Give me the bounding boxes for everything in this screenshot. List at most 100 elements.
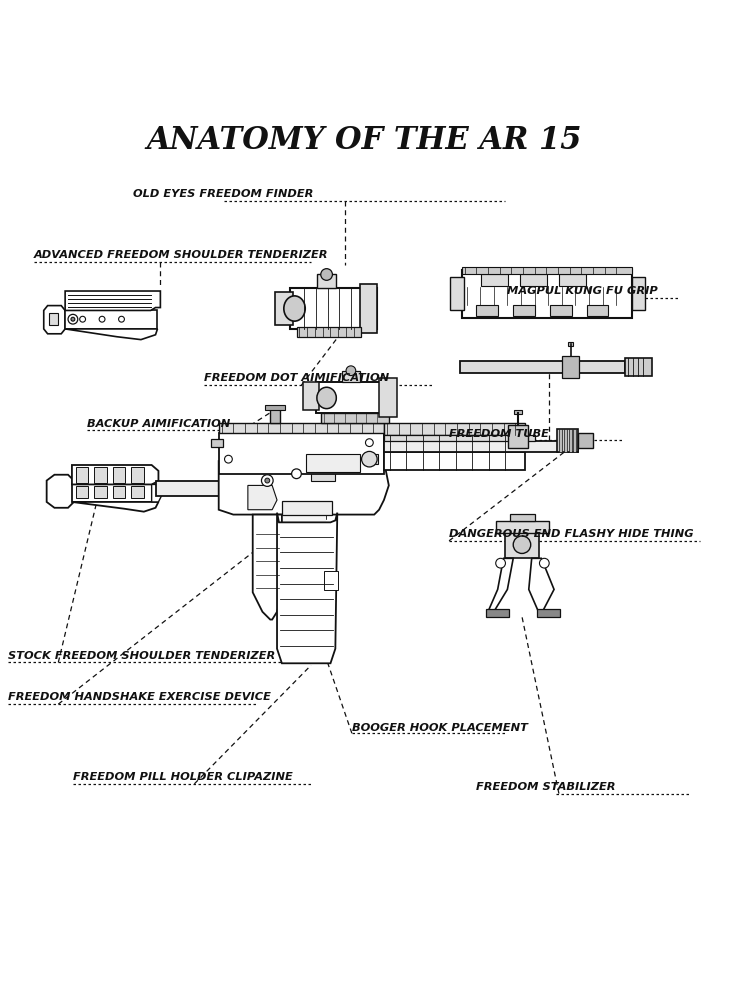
Bar <box>316 382 394 413</box>
Circle shape <box>346 366 355 376</box>
Bar <box>311 473 335 481</box>
Circle shape <box>292 469 302 479</box>
Bar <box>360 284 377 333</box>
Bar <box>384 423 525 435</box>
Circle shape <box>321 269 332 280</box>
Bar <box>298 327 361 337</box>
Polygon shape <box>46 475 74 508</box>
Bar <box>632 277 646 310</box>
Bar <box>476 305 498 316</box>
Circle shape <box>362 451 377 467</box>
Polygon shape <box>277 513 338 663</box>
Polygon shape <box>72 502 158 512</box>
Bar <box>317 274 336 288</box>
Bar <box>131 467 144 483</box>
Bar <box>379 378 397 417</box>
Bar <box>290 288 377 329</box>
Bar <box>562 356 579 378</box>
Circle shape <box>513 536 531 553</box>
Bar <box>460 361 625 373</box>
Circle shape <box>496 558 506 568</box>
Polygon shape <box>65 329 158 340</box>
Polygon shape <box>152 484 164 502</box>
Bar <box>509 425 528 448</box>
Bar <box>506 531 539 558</box>
Text: BOOGER HOOK PLACEMENT: BOOGER HOOK PLACEMENT <box>352 723 528 733</box>
Text: STOCK FREEDOM SHOULDER TENDERIZER: STOCK FREEDOM SHOULDER TENDERIZER <box>8 651 275 661</box>
Text: MAGPUL KUNG FU GRIP: MAGPUL KUNG FU GRIP <box>508 286 658 296</box>
Bar <box>266 405 285 410</box>
Text: FREEDOM DOT AIMIFICATION: FREEDOM DOT AIMIFICATION <box>204 373 389 383</box>
Circle shape <box>118 316 124 322</box>
Circle shape <box>68 314 78 324</box>
Circle shape <box>262 475 273 486</box>
Polygon shape <box>253 515 282 620</box>
Bar <box>559 274 586 286</box>
Bar <box>303 382 319 410</box>
Circle shape <box>99 316 105 322</box>
Polygon shape <box>529 558 554 612</box>
Circle shape <box>71 317 75 321</box>
Text: ADVANCED FREEDOM SHOULDER TENDERIZER: ADVANCED FREEDOM SHOULDER TENDERIZER <box>34 250 328 260</box>
Bar <box>342 371 360 382</box>
Ellipse shape <box>317 387 336 409</box>
Bar <box>219 433 384 474</box>
Circle shape <box>539 558 549 568</box>
Bar <box>219 423 384 433</box>
Polygon shape <box>65 291 160 310</box>
Polygon shape <box>219 461 388 515</box>
Bar <box>72 484 152 502</box>
Bar <box>496 521 549 533</box>
Polygon shape <box>259 515 326 539</box>
Bar <box>587 305 608 316</box>
Bar <box>520 274 548 286</box>
Bar <box>550 305 572 316</box>
Bar <box>282 501 332 515</box>
Text: FREEDOM STABILIZER: FREEDOM STABILIZER <box>476 782 616 792</box>
Bar <box>94 486 107 498</box>
Bar <box>564 429 567 452</box>
Text: ANATOMY OF THE AR 15: ANATOMY OF THE AR 15 <box>147 125 582 156</box>
Bar <box>578 433 593 448</box>
Bar <box>211 439 223 447</box>
Bar <box>462 267 632 274</box>
Bar <box>625 358 652 376</box>
Polygon shape <box>248 485 277 510</box>
Bar <box>112 467 125 483</box>
Text: DANGEROUS END FLASHY HIDE THING: DANGEROUS END FLASHY HIDE THING <box>449 529 694 539</box>
Bar <box>568 342 574 346</box>
Bar <box>155 481 219 496</box>
Bar <box>568 429 572 452</box>
Bar <box>557 429 578 452</box>
Text: FREEDOM TUBE: FREEDOM TUBE <box>449 429 549 439</box>
Bar <box>275 292 292 325</box>
Bar <box>262 515 326 544</box>
Bar <box>112 486 125 498</box>
Bar <box>306 454 360 472</box>
Circle shape <box>80 316 86 322</box>
Bar <box>462 270 632 318</box>
Bar <box>76 486 88 498</box>
Bar <box>384 435 525 470</box>
Bar <box>270 408 280 423</box>
Bar <box>559 429 562 452</box>
Text: FREEDOM PILL HOLDER CLIPAZINE: FREEDOM PILL HOLDER CLIPAZINE <box>73 772 292 782</box>
Bar <box>450 277 464 310</box>
Bar <box>362 454 378 464</box>
Bar <box>76 467 88 483</box>
Bar <box>324 571 338 590</box>
Circle shape <box>224 455 232 463</box>
Bar <box>482 274 508 286</box>
Bar <box>131 486 144 498</box>
Polygon shape <box>49 313 58 325</box>
Circle shape <box>365 439 374 447</box>
Bar <box>536 609 560 617</box>
Bar <box>513 305 535 316</box>
Circle shape <box>265 478 270 483</box>
Polygon shape <box>488 558 513 612</box>
Ellipse shape <box>284 296 305 321</box>
Polygon shape <box>44 306 65 334</box>
Polygon shape <box>72 465 158 484</box>
Bar <box>321 413 388 423</box>
Bar <box>65 310 158 329</box>
